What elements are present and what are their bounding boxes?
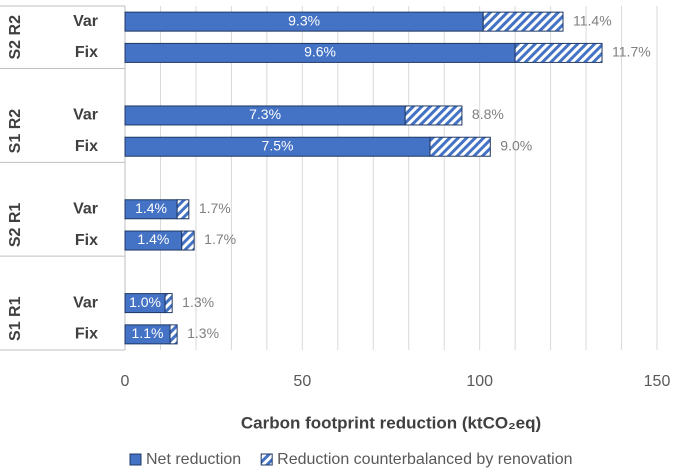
y-tick-label: Fix — [75, 232, 98, 249]
x-tick-label: 0 — [121, 373, 130, 390]
y-tick-label: Var — [73, 200, 98, 217]
bar — [514, 42, 603, 63]
bar — [164, 293, 173, 314]
legend-swatch — [129, 453, 142, 466]
x-tick-label: 150 — [644, 373, 671, 390]
bar — [404, 105, 463, 126]
group-label: S2 R1 — [7, 203, 24, 248]
bar — [429, 136, 491, 157]
data-label: 9.3% — [288, 12, 320, 28]
data-label: 1.4% — [137, 231, 169, 247]
y-tick-label: Var — [73, 294, 98, 311]
data-label: 9.0% — [500, 137, 532, 153]
x-axis-title: Carbon footprint reduction (ktCO₂eq) — [241, 413, 541, 432]
data-label: 1.3% — [182, 294, 214, 310]
bar — [169, 324, 178, 345]
bar — [176, 199, 190, 220]
data-label: 1.0% — [129, 294, 161, 310]
data-label: 1.7% — [199, 200, 231, 216]
legend-label: Net reduction — [146, 451, 241, 468]
group-label: S1 R2 — [7, 109, 24, 154]
legend-swatch — [260, 453, 273, 466]
data-label: 8.8% — [472, 106, 504, 122]
group-label: S2 R2 — [7, 15, 24, 60]
x-tick-label: 100 — [466, 373, 493, 390]
bar — [482, 11, 564, 32]
y-tick-label: Var — [73, 13, 98, 30]
data-label: 1.1% — [132, 325, 164, 341]
data-label: 7.3% — [249, 106, 281, 122]
x-tick-label: 50 — [293, 373, 311, 390]
group-label: S1 R1 — [7, 296, 24, 341]
data-label: 11.7% — [612, 44, 651, 60]
data-label: 1.7% — [204, 231, 236, 247]
y-tick-label: Fix — [75, 326, 98, 343]
data-label: 1.4% — [135, 200, 167, 216]
y-tick-label: Fix — [75, 138, 98, 155]
y-tick-label: Var — [73, 107, 98, 124]
data-label: 1.3% — [187, 325, 219, 341]
y-tick-label: Fix — [75, 44, 98, 61]
legend-label: Reduction counterbalanced by renovation — [277, 451, 572, 468]
data-label: 9.6% — [304, 44, 336, 60]
data-label: 11.4% — [573, 12, 612, 28]
data-label: 7.5% — [262, 137, 294, 153]
bar — [181, 230, 195, 251]
